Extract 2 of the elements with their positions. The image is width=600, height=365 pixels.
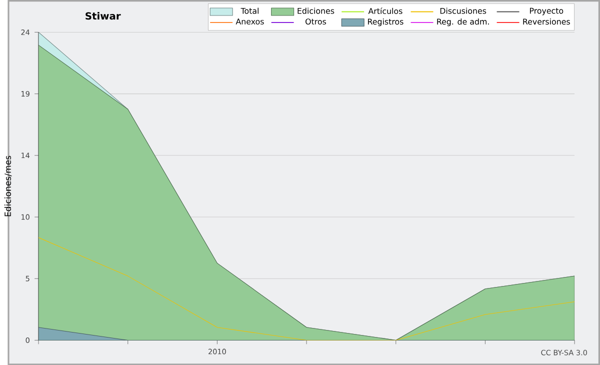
y-axis-title: Ediciones/mes [4,156,12,216]
chart-title: Stiwar [86,12,121,20]
